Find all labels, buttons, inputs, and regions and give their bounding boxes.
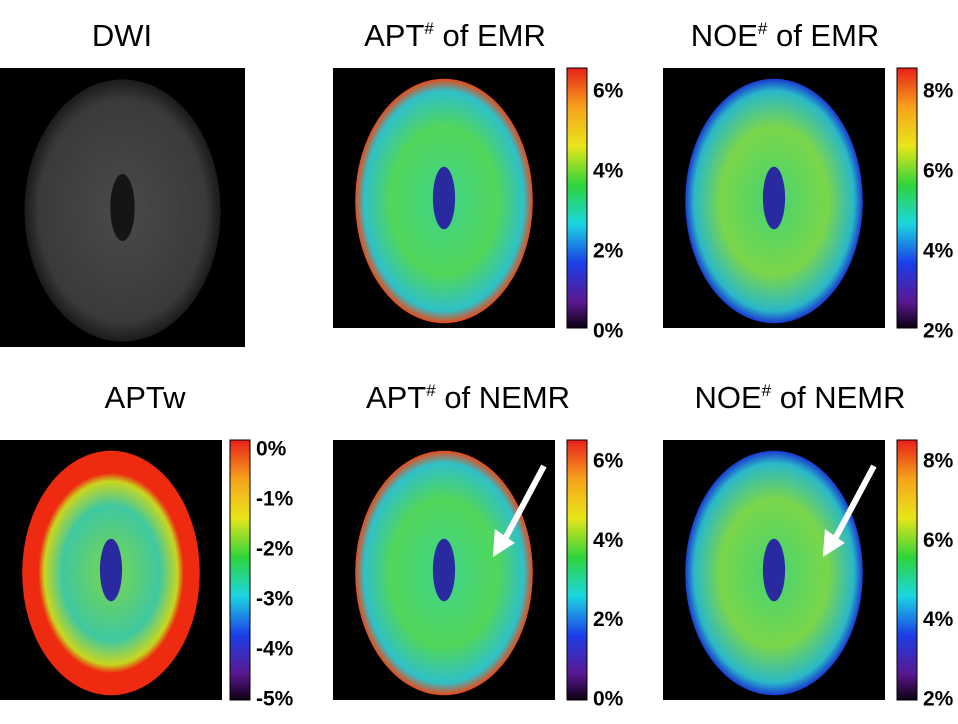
title-sup: # [424,19,434,38]
ventricle [110,174,135,241]
colorbar-tick-label: 0% [593,320,624,343]
title-base: DWI [92,18,152,53]
title-rest: of EMR [434,18,546,53]
title-rest: of NEMR [771,380,905,415]
arrow-head [822,529,845,557]
ventricle [432,166,456,230]
ventricle [762,538,786,602]
colorbar-tick-label: 2% [923,688,954,711]
colorbar-tick-label: 2% [593,240,624,263]
colorbar-tick-label: 8% [923,80,954,103]
colorbar-tick-label: 2% [593,608,624,631]
panel-title: NOE# of EMR [691,18,880,53]
panel: DWI [0,18,245,347]
panel-title: APT# of EMR [364,18,546,53]
colorbar-tick-label: 6% [593,450,624,473]
arrow [830,464,877,545]
colorbar-tick-label: 6% [593,80,624,103]
arrow [500,464,547,545]
colorbar-tick-label: 4% [923,608,954,631]
panel-title: DWI [92,18,152,53]
panel-title: NOE# of NEMR [694,380,905,415]
title-sup: # [762,381,772,400]
ventricle [762,166,786,230]
colorbar-tick-label: -2% [256,538,294,561]
title-base: APTw [105,380,187,415]
panel: APT# of NEMR 6% 4% 2% 0% [333,380,624,711]
colorbar-tick-label: -3% [256,588,294,611]
panel: APT# of EMR 6% 4% 2% 0% [333,18,624,343]
colorbar-tick-label: 4% [923,240,954,263]
panel: NOE# of EMR 8% 6% 4% 2% [663,18,954,343]
ventricle [99,538,123,602]
colorbar-tick-label: -4% [256,638,294,661]
panel: APTw 0% -1% -2% -3% -4% -5% [0,380,294,711]
title-base: NOE [694,380,761,415]
colorbar [896,67,918,329]
panel-title: APT# of NEMR [366,380,570,415]
colorbar-tick-label: -5% [256,688,294,711]
colorbar [229,439,251,701]
colorbar-tick-label: 6% [923,529,954,552]
colorbar-tick-label: -1% [256,488,294,511]
panel: NOE# of NEMR 8% 6% 4% 2% [663,380,954,711]
title-sup: # [426,381,436,400]
title-base: APT [366,380,426,415]
title-rest: of NEMR [436,380,570,415]
title-sup: # [758,19,768,38]
colorbar [566,67,588,329]
title-base: APT [364,18,424,53]
colorbar [566,439,588,701]
colorbar-tick-label: 0% [256,438,287,461]
title-base: NOE [691,18,758,53]
panel-title: APTw [105,380,187,415]
colorbar-tick-label: 4% [593,160,624,183]
title-rest: of EMR [767,18,879,53]
colorbar-tick-label: 0% [593,688,624,711]
colorbar-tick-label: 2% [923,320,954,343]
colorbar-tick-label: 6% [923,160,954,183]
colorbar-tick-label: 4% [593,529,624,552]
arrow-head [492,529,515,557]
colorbar-tick-label: 8% [923,450,954,473]
colorbar [896,439,918,701]
ventricle [432,538,456,602]
